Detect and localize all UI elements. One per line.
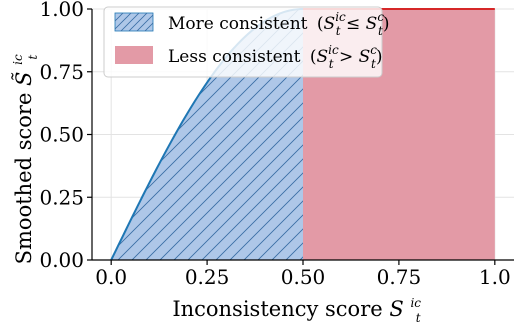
y-axis-title: Smoothed score S̃ ic t — [3, 48, 40, 265]
x-tick-label: 0.25 — [185, 265, 230, 289]
legend-name-less-consistent: Less consistent — [168, 47, 301, 67]
legend-name-more-consistent: More consistent — [168, 14, 308, 34]
y-axis-sup: ic — [11, 54, 25, 65]
y-tick-label: 0.25 — [39, 185, 84, 209]
x-axis-title: Inconsistency score S ic t — [172, 288, 427, 325]
x-tick-label: 0.75 — [377, 265, 422, 289]
svg-text:Smoothed score S: Smoothed score S̃ ic t — [3, 48, 40, 265]
y-axis-symbol: S̃ — [12, 72, 36, 86]
y-axis-label: Smoothed score — [12, 93, 36, 265]
x-tick-label: 0.50 — [281, 265, 326, 289]
ticks-layer: 0.00 0.25 0.50 0.75 1.00 0.0 0.25 0.50 0.75 1.0 — [39, 0, 510, 289]
y-tick-label: 1.00 — [39, 0, 84, 21]
x-tick-label: 0.0 — [95, 265, 127, 289]
legend-frame — [103, 6, 383, 78]
y-tick-label: 0.50 — [39, 123, 84, 147]
legend: More consistent (Sic t ≤ Sc t) Less consis… — [103, 6, 390, 78]
y-axis-sub: t — [26, 55, 40, 60]
legend-swatch-hatch — [115, 13, 153, 31]
x-axis-sup: ic — [410, 296, 421, 310]
legend-label-less-consistent: Less consistent (Sic t > Sc t) — [168, 43, 382, 71]
y-tick-label: 0.75 — [39, 60, 84, 84]
x-axis-label: Inconsistency score — [172, 297, 382, 321]
legend-label-more-consistent: More consistent (Sic t ≤ Sc t) — [168, 10, 390, 38]
x-axis-symbol: S — [389, 297, 403, 321]
x-tick-label: 1.0 — [479, 265, 511, 289]
x-axis-sub: t — [416, 311, 421, 325]
legend-swatch-less-consistent — [115, 46, 153, 64]
y-tick-label: 0.00 — [39, 248, 84, 272]
